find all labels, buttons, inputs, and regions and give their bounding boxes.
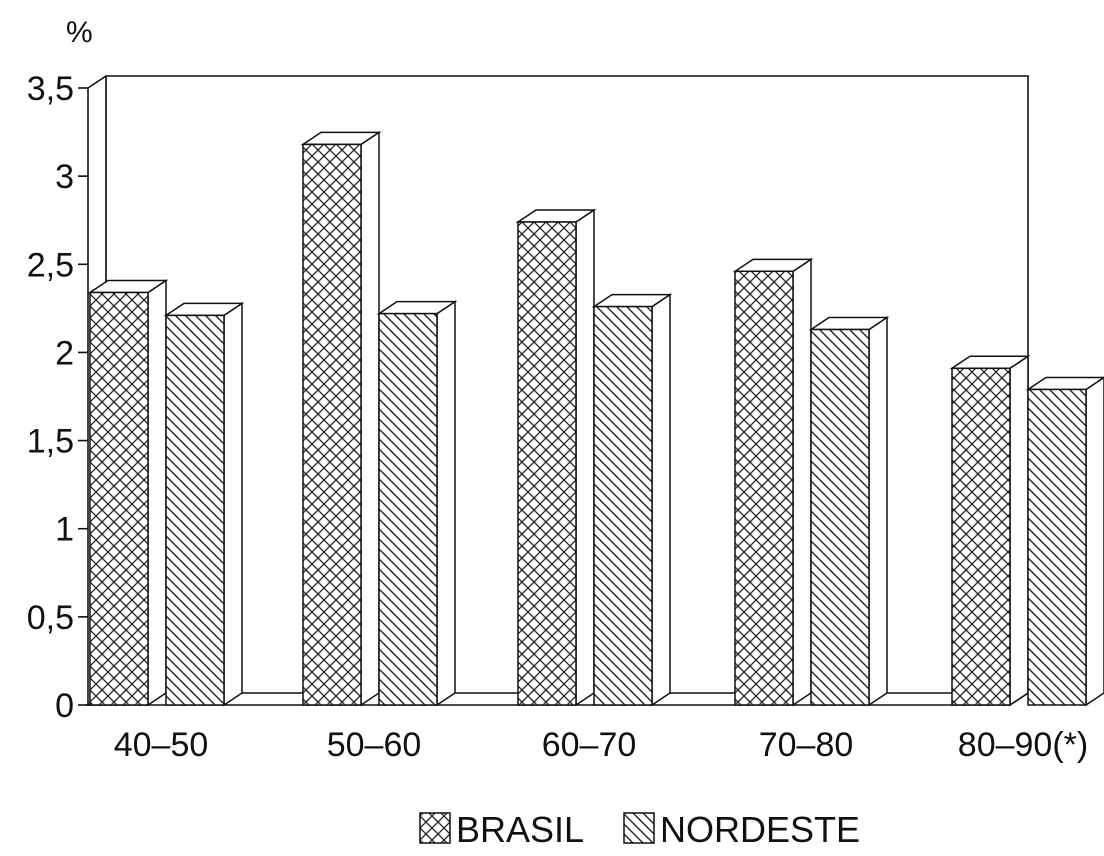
bar-side — [360, 131, 380, 707]
y-tick-label: 1 — [55, 511, 74, 549]
bar-side — [868, 316, 888, 707]
bar-front — [810, 328, 870, 706]
bar-side — [575, 208, 595, 707]
bar-nordeste-4 — [1025, 376, 1104, 707]
x-tick-label: 70–80 — [759, 726, 854, 764]
bar-brasil-4 — [949, 354, 1031, 707]
y-tick-label: 3 — [55, 158, 74, 196]
x-tick-label: 50–60 — [327, 726, 422, 764]
x-tick-label: 80–90(*) — [958, 726, 1088, 764]
y-tick-label: 3,5 — [27, 70, 74, 108]
bar-front — [1027, 388, 1087, 706]
bar-side — [223, 302, 243, 707]
bar-front — [165, 314, 225, 706]
bar-nordeste-0 — [163, 302, 245, 707]
y-tick-label: 0 — [55, 687, 74, 725]
bar-side — [147, 279, 167, 707]
bar-front — [951, 367, 1011, 706]
y-tick-label: 2 — [55, 334, 74, 372]
legend-label-nordeste: NORDESTE — [660, 809, 860, 850]
bar-nordeste-2 — [591, 293, 673, 707]
bar-side — [1085, 376, 1104, 707]
legend: BRASIL NORDESTE — [419, 809, 860, 850]
bar-front — [89, 291, 149, 706]
y-axis: 0 0,5 1 1,5 2 2,5 3 3,5 — [27, 70, 88, 725]
bar-brasil-3 — [732, 257, 814, 707]
bar-side — [436, 300, 456, 707]
bar-side — [651, 293, 671, 707]
bars — [87, 131, 1104, 707]
bar-brasil-2 — [515, 208, 597, 707]
bar-front — [378, 312, 438, 706]
y-tick-label: 2,5 — [27, 246, 74, 284]
x-tick-label: 60–70 — [542, 726, 637, 764]
bar-nordeste-3 — [808, 316, 890, 707]
y-tick-label: 0,5 — [27, 599, 74, 637]
bar-brasil-0 — [87, 279, 169, 707]
x-tick-label: 40–50 — [114, 726, 209, 764]
bar-side — [792, 257, 812, 707]
y-tick-label: 1,5 — [27, 423, 74, 461]
legend-swatch-nordeste — [623, 812, 655, 844]
bar-side — [1009, 354, 1029, 707]
x-axis: 40–50 50–60 60–70 70–80 80–90(*) — [114, 726, 1088, 764]
bar-brasil-1 — [300, 131, 382, 707]
bar-front — [302, 143, 362, 706]
bar-front — [593, 305, 653, 706]
legend-swatch-brasil — [419, 812, 451, 844]
bar-nordeste-1 — [376, 300, 458, 707]
bar-front — [517, 221, 577, 706]
bar-front — [734, 270, 794, 706]
y-unit-label: % — [66, 16, 93, 49]
legend-label-brasil: BRASIL — [456, 809, 584, 850]
y-axis-top-edge — [87, 75, 107, 89]
